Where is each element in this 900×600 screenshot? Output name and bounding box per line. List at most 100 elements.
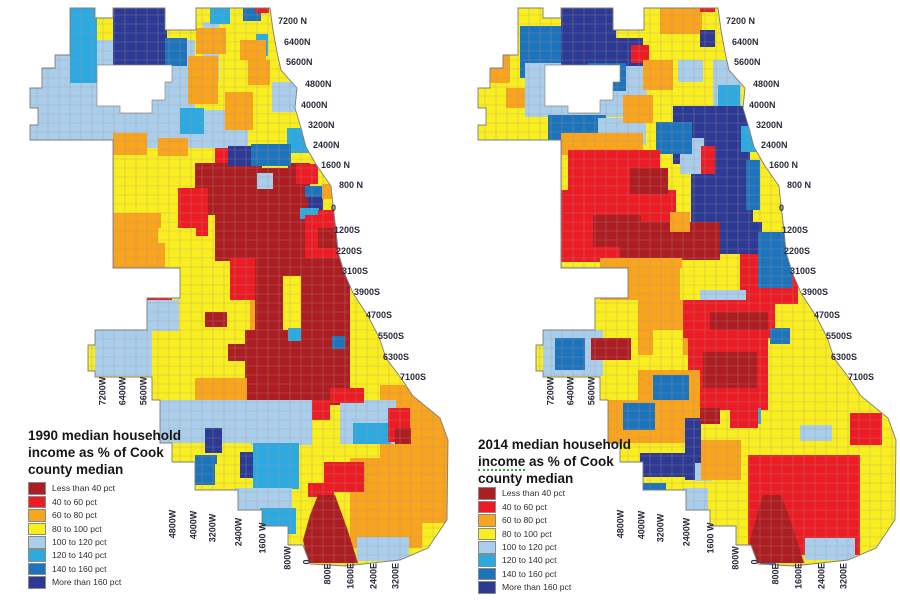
street-label-ns: 6400N bbox=[284, 37, 311, 47]
city-boundary-outline bbox=[477, 7, 897, 567]
legend-label: 140 to 160 pct bbox=[502, 568, 557, 579]
tract-patch bbox=[205, 428, 222, 453]
tract-patch bbox=[700, 408, 720, 424]
tract-patch bbox=[623, 95, 653, 123]
tract-patch bbox=[708, 490, 748, 520]
ohare-airport-hole bbox=[96, 64, 173, 114]
tract-patches bbox=[478, 8, 896, 566]
map-title-line: income as % of Cook bbox=[28, 444, 164, 460]
street-label-ns: 4700S bbox=[814, 310, 841, 320]
tract-patch bbox=[353, 423, 391, 444]
tract-patch bbox=[230, 258, 258, 300]
legend-item: 40 to 60 pct bbox=[478, 500, 571, 514]
tract-patch bbox=[630, 168, 668, 194]
legend-label: 60 to 80 pct bbox=[52, 510, 97, 521]
street-label-ns: 5500S bbox=[378, 331, 405, 341]
street-label-ns: 4000N bbox=[749, 100, 776, 110]
street-label-ns: 2400N bbox=[761, 140, 788, 150]
street-label-we: 0 bbox=[301, 559, 312, 565]
tract-patch bbox=[158, 138, 188, 156]
legend: Less than 40 pct 40 to 60 pct 60 to 80 pct… bbox=[28, 482, 121, 589]
tract-patch bbox=[800, 425, 832, 441]
tract-patch bbox=[251, 144, 291, 166]
legend-label: 120 to 140 pct bbox=[52, 550, 107, 561]
tract-patch bbox=[395, 428, 411, 444]
street-label-we: 4000W bbox=[636, 510, 647, 540]
street-label-ns: 7200 N bbox=[278, 16, 308, 26]
street-label-we: 1600E bbox=[345, 562, 356, 590]
street-label-ns: 5600N bbox=[286, 57, 313, 67]
tract-patch bbox=[330, 388, 364, 403]
legend-swatch bbox=[478, 527, 496, 541]
legend-label: 40 to 60 pct bbox=[502, 501, 547, 512]
map-panel-1990: 7200 N 6400N 5600N 4800N 4000N 3200N 2400N 1600… bbox=[28, 7, 449, 590]
tract-patch bbox=[357, 537, 409, 561]
street-label-we: 800E bbox=[770, 563, 781, 585]
street-label-ns: 2200S bbox=[336, 246, 363, 256]
legend-item: 140 to 160 pct bbox=[478, 567, 571, 581]
choropleth-map-1990 bbox=[29, 7, 449, 567]
street-label-ns: 7100S bbox=[848, 372, 875, 382]
tract-patch bbox=[257, 173, 273, 189]
street-label-we: 800W bbox=[282, 546, 293, 570]
map-title-line: county median bbox=[28, 461, 124, 477]
street-label-we: 1600E bbox=[793, 562, 804, 590]
street-label-we: 7200W bbox=[545, 376, 556, 406]
tract-patch bbox=[250, 400, 312, 445]
street-label-ns: 800 N bbox=[339, 180, 364, 190]
tract-patch bbox=[113, 213, 161, 243]
legend-item: 60 to 80 pct bbox=[28, 509, 121, 522]
legend-swatch bbox=[28, 509, 46, 522]
legend-label: 60 to 80 pct bbox=[502, 515, 547, 526]
street-label-ns: 3200N bbox=[308, 120, 335, 130]
street-label-we: 5600W bbox=[586, 376, 597, 406]
legend-item: 80 to 100 pct bbox=[478, 527, 571, 541]
tract-patch bbox=[195, 378, 247, 400]
street-label-ns: 3900S bbox=[802, 287, 829, 297]
tract-patch bbox=[95, 330, 152, 376]
tract-patch bbox=[196, 28, 226, 54]
street-label-ns: 1200S bbox=[334, 225, 361, 235]
street-label-we: 2400W bbox=[233, 517, 244, 547]
map-title-line: county median bbox=[478, 470, 574, 486]
street-label-we: 2400E bbox=[368, 562, 379, 590]
street-label-we: 5600W bbox=[138, 376, 149, 406]
legend-label: 100 to 120 pct bbox=[52, 536, 107, 547]
street-label-we: 1600 W bbox=[705, 522, 716, 554]
tract-patch bbox=[113, 8, 167, 66]
street-label-we: 2400E bbox=[816, 562, 827, 590]
tract-patch bbox=[653, 330, 683, 355]
tract-patch bbox=[758, 232, 792, 288]
tract-patch bbox=[300, 208, 319, 219]
city-boundary-outline bbox=[29, 7, 449, 567]
tract-patch bbox=[701, 146, 715, 174]
tract-patch bbox=[255, 8, 269, 13]
legend-swatch bbox=[478, 541, 496, 554]
map-title: 1990 median household income as % of Cook… bbox=[28, 428, 181, 479]
map-title-line: 1990 median household bbox=[28, 428, 182, 443]
street-label-ns: 0 bbox=[331, 203, 337, 213]
street-label-ns: 7100S bbox=[400, 372, 427, 382]
tract-patch bbox=[746, 160, 760, 210]
street-label-we: 1600 W bbox=[257, 522, 268, 554]
tract-patch bbox=[308, 483, 334, 497]
street-label-ns: 5500S bbox=[826, 331, 853, 341]
legend-item: 120 to 140 pct bbox=[28, 549, 121, 562]
legend-label: 140 to 160 pct bbox=[52, 563, 107, 574]
legend-swatch bbox=[28, 482, 46, 495]
legend-label: Less than 40 pct bbox=[502, 488, 566, 499]
legend-swatch bbox=[28, 549, 46, 562]
legend-item: 80 to 100 pct bbox=[28, 522, 121, 536]
legend-swatch bbox=[28, 562, 46, 576]
tract-patch bbox=[703, 352, 757, 388]
tract-patch bbox=[718, 85, 740, 110]
street-label-ns: 800 N bbox=[787, 180, 812, 190]
tract-patch bbox=[215, 464, 228, 492]
tract-patch bbox=[478, 8, 505, 58]
tract-patch bbox=[288, 328, 301, 341]
tract-patch bbox=[683, 488, 708, 510]
street-label-ns: 3900S bbox=[354, 287, 381, 297]
legend-item: Less than 40 pct bbox=[28, 482, 121, 495]
legend-swatch bbox=[478, 487, 496, 500]
tract-patch bbox=[195, 455, 217, 485]
